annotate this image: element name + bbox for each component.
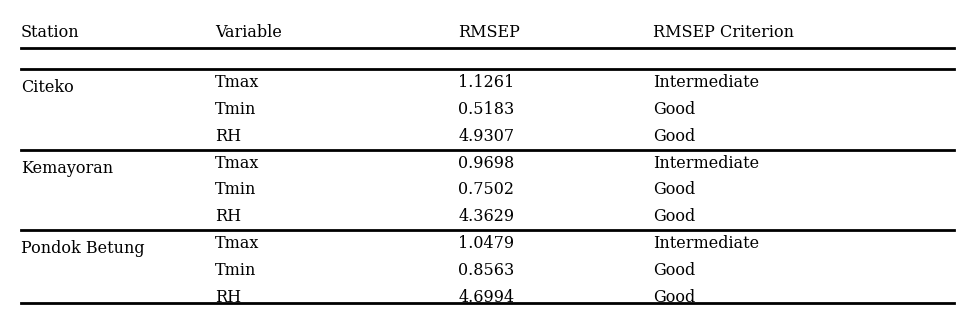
Text: Intermediate: Intermediate xyxy=(653,155,759,171)
Text: Good: Good xyxy=(653,289,695,306)
Text: Station: Station xyxy=(20,24,79,41)
Text: Good: Good xyxy=(653,101,695,118)
Text: 4.3629: 4.3629 xyxy=(458,208,515,225)
Text: RH: RH xyxy=(215,208,242,225)
Text: Variable: Variable xyxy=(215,24,282,41)
Text: Tmax: Tmax xyxy=(215,155,259,171)
Text: Kemayoran: Kemayoran xyxy=(20,159,113,176)
Text: Good: Good xyxy=(653,208,695,225)
Text: 0.5183: 0.5183 xyxy=(458,101,515,118)
Text: 4.6994: 4.6994 xyxy=(458,289,515,306)
Text: Good: Good xyxy=(653,128,695,145)
Text: RH: RH xyxy=(215,128,242,145)
Text: Tmax: Tmax xyxy=(215,74,259,91)
Text: RMSEP Criterion: RMSEP Criterion xyxy=(653,24,794,41)
Text: Pondok Betung: Pondok Betung xyxy=(20,240,144,257)
Text: RH: RH xyxy=(215,289,242,306)
Text: Tmin: Tmin xyxy=(215,262,256,279)
Text: 0.8563: 0.8563 xyxy=(458,262,515,279)
Text: 4.9307: 4.9307 xyxy=(458,128,515,145)
Text: Good: Good xyxy=(653,262,695,279)
Text: Good: Good xyxy=(653,182,695,199)
Text: Citeko: Citeko xyxy=(20,79,73,96)
Text: 1.1261: 1.1261 xyxy=(458,74,515,91)
Text: Tmin: Tmin xyxy=(215,101,256,118)
Text: 0.7502: 0.7502 xyxy=(458,182,515,199)
Text: 1.0479: 1.0479 xyxy=(458,235,515,252)
Text: Tmax: Tmax xyxy=(215,235,259,252)
Text: RMSEP: RMSEP xyxy=(458,24,521,41)
Text: Intermediate: Intermediate xyxy=(653,235,759,252)
Text: Intermediate: Intermediate xyxy=(653,74,759,91)
Text: Tmin: Tmin xyxy=(215,182,256,199)
Text: 0.9698: 0.9698 xyxy=(458,155,515,171)
